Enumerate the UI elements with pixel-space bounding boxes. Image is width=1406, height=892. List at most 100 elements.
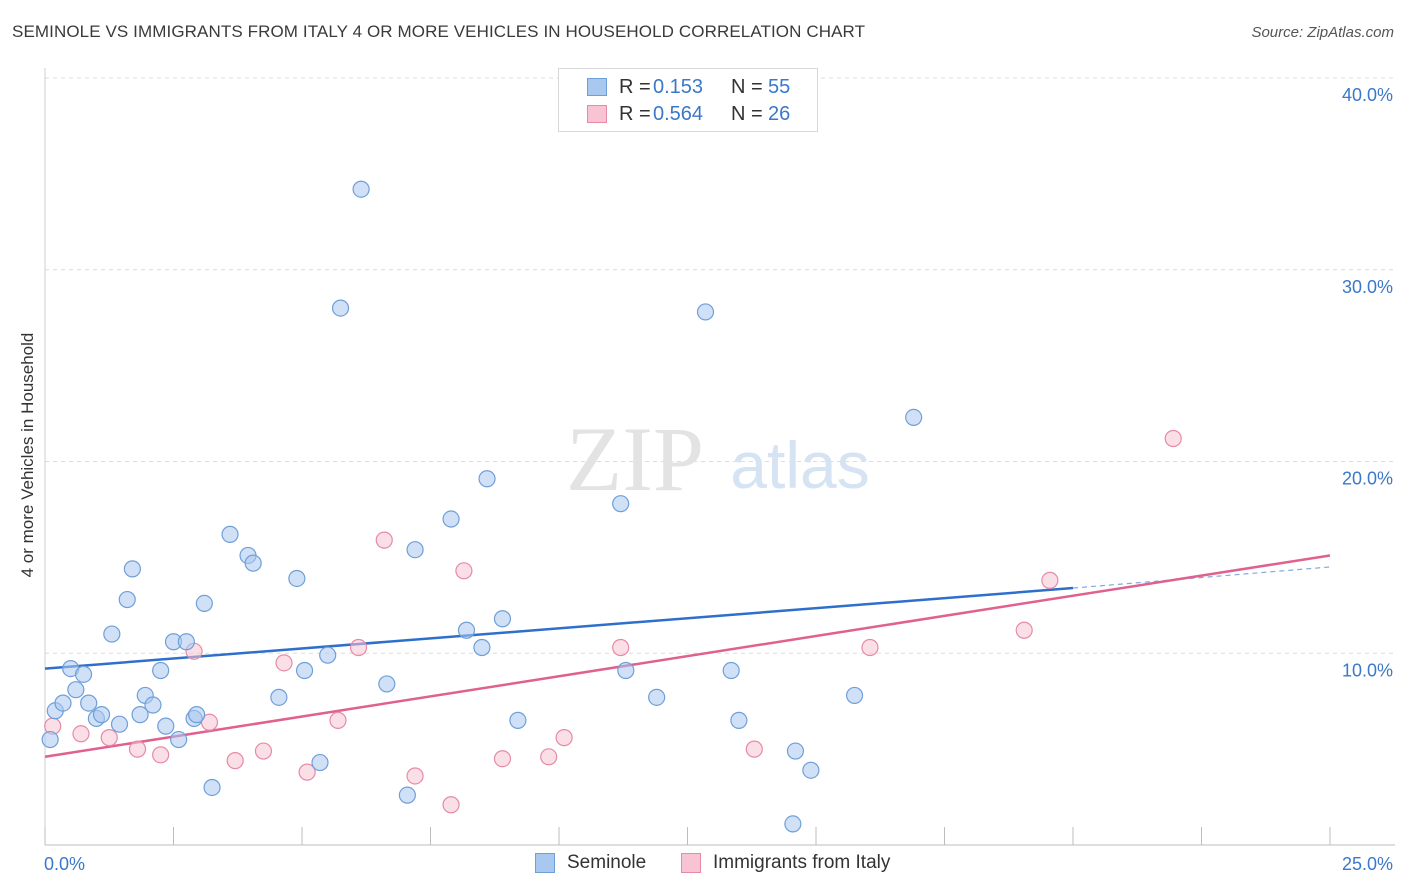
x-tick-label: 0.0% bbox=[44, 854, 85, 874]
data-point-seminole bbox=[722, 661, 740, 680]
data-point-seminole bbox=[288, 569, 306, 588]
data-point-italy bbox=[442, 796, 460, 814]
y-tick-label: 30.0% bbox=[1342, 277, 1393, 297]
chart-title: SEMINOLE VS IMMIGRANTS FROM ITALY 4 OR M… bbox=[12, 22, 866, 41]
legend-label-seminole: Seminole bbox=[567, 852, 647, 873]
data-point-seminole bbox=[188, 706, 206, 724]
data-point-seminole bbox=[152, 661, 170, 680]
data-point-seminole bbox=[74, 665, 93, 683]
data-point-italy bbox=[455, 562, 473, 580]
source-label: Source: ZipAtlas.com bbox=[1251, 24, 1394, 41]
data-point-seminole bbox=[617, 661, 635, 680]
data-point-seminole bbox=[442, 510, 460, 528]
data-point-seminole bbox=[478, 470, 496, 488]
data-point-seminole bbox=[41, 730, 59, 749]
data-point-seminole bbox=[612, 495, 630, 513]
legend-swatch-seminole bbox=[587, 78, 607, 96]
legend-swatch-italy bbox=[587, 105, 607, 123]
data-point-seminole bbox=[378, 675, 396, 693]
r-value: 0.564 bbox=[653, 103, 704, 125]
r-label: R = bbox=[619, 76, 651, 98]
data-point-italy bbox=[128, 740, 147, 758]
legend-label-italy: Immigrants from Italy bbox=[713, 852, 891, 873]
data-point-seminole bbox=[123, 560, 141, 578]
data-point-italy bbox=[555, 729, 573, 747]
data-point-italy bbox=[861, 638, 879, 657]
data-point-seminole bbox=[157, 717, 175, 735]
data-point-italy bbox=[329, 711, 347, 729]
trend-lines bbox=[44, 554, 1331, 759]
data-point-seminole bbox=[473, 638, 491, 657]
data-point-seminole bbox=[509, 711, 527, 729]
data-point-italy bbox=[72, 725, 90, 743]
tick-labels: 10.0% 20.0% 30.0% 40.0% 0.0% 25.0% bbox=[44, 85, 1393, 874]
data-point-seminole bbox=[784, 815, 802, 833]
data-point-seminole bbox=[905, 408, 923, 426]
data-point-italy bbox=[152, 746, 170, 764]
data-point-seminole bbox=[493, 610, 512, 628]
data-point-italy bbox=[275, 654, 293, 672]
data-point-italy bbox=[540, 748, 558, 766]
watermark-atlas: atlas bbox=[730, 428, 869, 502]
data-point-seminole bbox=[352, 180, 370, 198]
trend-line-seminole bbox=[44, 586, 1074, 670]
data-point-italy bbox=[254, 742, 273, 760]
data-point-seminole bbox=[170, 730, 188, 749]
data-point-seminole bbox=[457, 621, 476, 639]
correlation-legend: R = 0.153 N = 55 R = 0.564 N = 26 bbox=[558, 68, 818, 132]
series-legend: Seminole Immigrants from Italy bbox=[0, 850, 1406, 878]
n-value: 26 bbox=[768, 103, 791, 125]
y-tick-label: 20.0% bbox=[1342, 469, 1393, 489]
data-point-italy bbox=[1015, 621, 1033, 639]
watermark: ZIP atlas bbox=[566, 408, 870, 510]
legend-swatch-seminole bbox=[535, 853, 555, 873]
data-point-seminole bbox=[221, 525, 239, 543]
y-axis-title: 4 or more Vehicles in Household bbox=[18, 332, 37, 578]
data-point-seminole bbox=[80, 694, 98, 712]
data-point-seminole bbox=[398, 786, 416, 804]
data-point-seminole bbox=[244, 554, 262, 572]
data-point-seminole bbox=[67, 681, 85, 699]
data-point-italy bbox=[493, 750, 512, 768]
data-point-seminole bbox=[92, 706, 111, 724]
data-point-italy bbox=[612, 638, 630, 657]
watermark-zip: ZIP bbox=[566, 408, 704, 510]
data-point-italy bbox=[406, 767, 424, 785]
data-point-seminole bbox=[845, 686, 864, 705]
n-label: N = bbox=[731, 103, 763, 125]
n-value: 55 bbox=[768, 76, 791, 98]
data-point-seminole bbox=[295, 661, 314, 680]
data-point-italy bbox=[298, 763, 316, 781]
data-point-seminole bbox=[730, 711, 748, 729]
data-point-seminole bbox=[696, 303, 715, 321]
n-label: N = bbox=[731, 76, 763, 98]
data-point-italy bbox=[375, 531, 393, 549]
data-points bbox=[41, 180, 1182, 833]
trend-extension-seminole bbox=[1072, 566, 1331, 589]
data-point-seminole bbox=[802, 761, 820, 779]
data-point-italy bbox=[1164, 429, 1182, 448]
legend-swatch-italy bbox=[681, 853, 701, 873]
data-point-seminole bbox=[331, 299, 350, 317]
data-point-seminole bbox=[786, 742, 805, 760]
y-tick-label: 10.0% bbox=[1342, 660, 1393, 680]
data-point-italy bbox=[349, 638, 368, 657]
trend-line-italy bbox=[44, 554, 1331, 759]
data-point-seminole bbox=[177, 633, 195, 651]
axes bbox=[44, 68, 1395, 846]
data-point-seminole bbox=[311, 753, 329, 772]
data-point-seminole bbox=[195, 594, 213, 612]
x-tick-label: 25.0% bbox=[1342, 854, 1393, 874]
data-point-seminole bbox=[118, 590, 136, 609]
data-point-seminole bbox=[144, 696, 162, 714]
data-point-seminole bbox=[203, 778, 221, 797]
r-label: R = bbox=[619, 103, 651, 125]
data-point-seminole bbox=[54, 694, 72, 712]
data-point-seminole bbox=[110, 715, 129, 733]
data-point-seminole bbox=[406, 541, 424, 559]
data-point-seminole bbox=[319, 646, 337, 664]
data-point-italy bbox=[100, 729, 118, 747]
y-tick-label: 40.0% bbox=[1342, 85, 1393, 105]
data-point-italy bbox=[1041, 571, 1059, 589]
